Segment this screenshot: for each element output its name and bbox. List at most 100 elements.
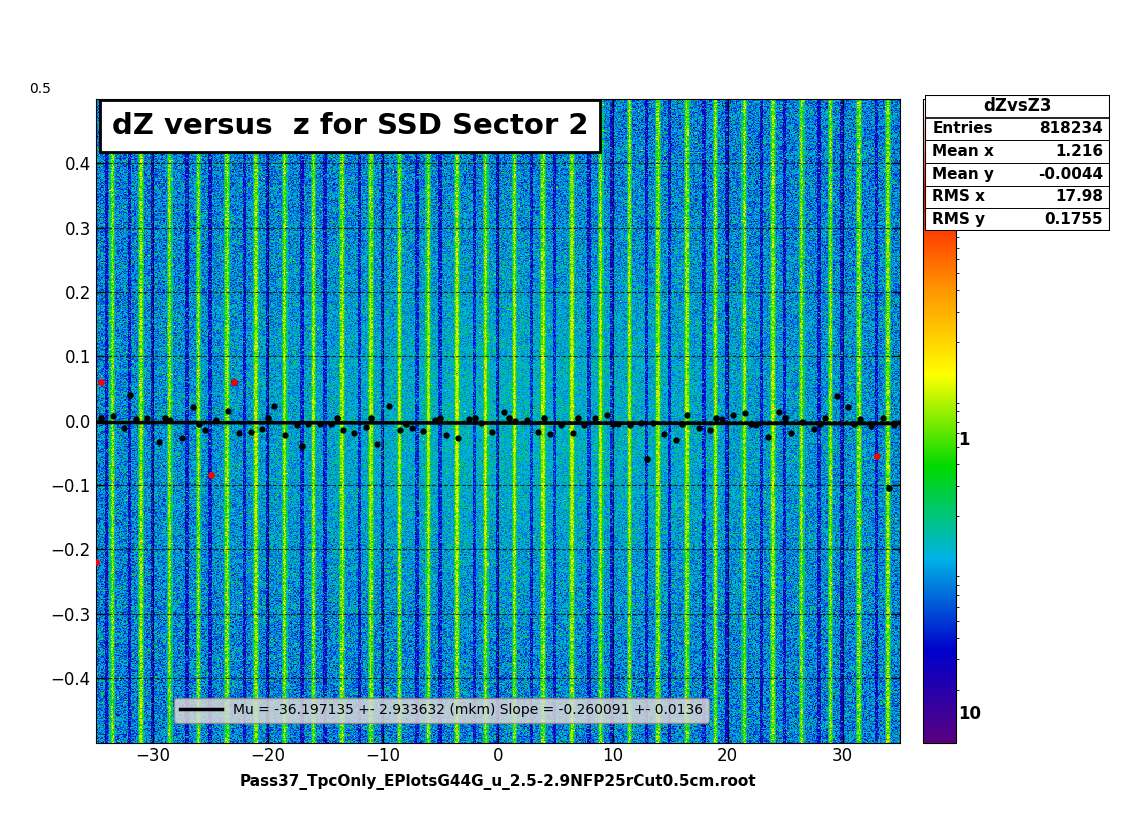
Point [690,421,708,434]
Point [357,420,375,433]
Point [569,411,587,424]
Point [116,422,134,435]
Point [534,411,552,424]
X-axis label: Pass37_TpcOnly_EPlotsG44G_u_2.5-2.9NFP25rCut0.5cm.root: Pass37_TpcOnly_EPlotsG44G_u_2.5-2.9NFP25… [240,774,756,790]
Point [190,417,208,431]
Point [874,412,892,425]
Point [540,427,558,441]
Point [92,413,110,427]
Point [862,420,880,433]
Point [885,418,903,431]
Text: 17.98: 17.98 [1055,190,1102,205]
Text: -0.0044: -0.0044 [1038,167,1102,182]
Point [449,431,467,445]
Point [264,400,282,413]
Point [104,409,122,422]
Point [632,416,650,429]
Point [184,401,202,414]
Point [253,422,271,436]
Text: Mean x: Mean x [933,144,994,159]
Text: 1: 1 [958,431,970,449]
Point [218,405,236,418]
Point [379,399,397,412]
Legend: Mu = -36.197135 +- 2.933632 (mkm) Slope = -0.260091 +- 0.0136: Mu = -36.197135 +- 2.933632 (mkm) Slope … [174,698,709,723]
Point [759,431,777,444]
Point [87,556,105,569]
Point [501,411,519,424]
Point [656,427,674,441]
Point [776,411,794,424]
Point [673,417,691,431]
Point [839,401,857,414]
Point [322,417,340,431]
Point [667,433,685,446]
Text: Entries: Entries [933,121,992,136]
Point [392,424,410,437]
Point [288,418,306,431]
Point [552,418,570,431]
Point [207,413,225,427]
Point [845,417,863,431]
Point [850,412,868,426]
Point [701,423,719,436]
Point [310,417,328,431]
Point [155,411,173,424]
Point [564,427,582,440]
Point [425,413,443,427]
Point [127,412,145,425]
Point [414,424,432,437]
Point [828,389,846,402]
Text: Mean y: Mean y [933,167,994,182]
Point [747,418,765,431]
Point [122,389,140,402]
Text: 10: 10 [958,705,981,724]
Point [638,453,656,466]
Point [518,414,536,427]
Point [277,428,295,441]
Point [150,435,168,448]
Point [362,411,380,424]
Text: RMS y: RMS y [933,212,986,227]
Point [403,422,421,435]
Point [598,409,616,422]
Point [868,450,886,463]
Point [793,416,811,429]
Point [713,412,731,426]
Point [708,411,726,424]
Point [810,417,828,431]
Point [471,417,489,430]
Point [92,411,110,424]
Point [92,375,110,389]
Point [242,426,260,439]
Text: 818234: 818234 [1040,121,1102,136]
Point [644,417,662,430]
Text: 1.216: 1.216 [1055,144,1102,159]
Point [782,427,800,440]
Point [334,423,352,436]
Point [299,417,317,430]
Point [460,412,478,426]
Point [804,422,822,436]
Point [575,418,593,431]
Text: RMS x: RMS x [933,190,986,205]
Text: 10: 10 [958,118,981,136]
Text: 0.5: 0.5 [29,82,52,96]
Point [736,407,754,420]
Point [880,482,898,495]
Point [724,409,742,422]
Point [201,469,219,482]
Point [328,411,346,424]
Point [397,417,415,431]
Point [483,426,501,439]
Point [438,428,456,441]
Point [604,417,622,431]
Point [431,411,449,424]
Text: 0.1755: 0.1755 [1044,212,1102,227]
Point [621,418,639,431]
Text: dZ versus  z for SSD Sector 2: dZ versus z for SSD Sector 2 [111,112,588,140]
Point [586,411,604,424]
Point [678,408,696,422]
Point [225,375,243,389]
Point [138,412,156,425]
Text: dZvsZ3: dZvsZ3 [983,97,1052,116]
